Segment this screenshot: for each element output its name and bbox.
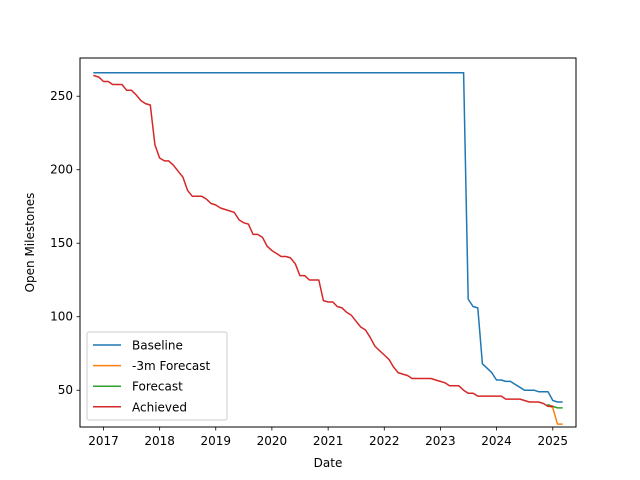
legend: Baseline -3m Forecast Forecast Achieved	[86, 331, 228, 421]
y-axis-label: Open Milestones	[23, 193, 37, 293]
legend-label-1: -3m Forecast	[132, 359, 211, 373]
series-line-0	[93, 71, 563, 403]
x-tick-label: 2025	[538, 434, 569, 448]
x-tick-label: 2020	[257, 434, 288, 448]
y-tick-label: 150	[50, 236, 73, 250]
legend-frame	[86, 331, 228, 421]
legend-label-2: Forecast	[132, 380, 183, 394]
x-tick-label: 2023	[425, 434, 456, 448]
x-tick-label: 2022	[369, 434, 400, 448]
y-tick-label: 200	[50, 163, 73, 177]
y-axis: 50 100 150 200 250	[50, 89, 80, 397]
x-tick-label: 2024	[481, 434, 512, 448]
y-tick-label: 250	[50, 89, 73, 103]
y-tick-label: 50	[58, 383, 73, 397]
y-tick-label: 100	[50, 310, 73, 324]
legend-label-3: Achieved	[132, 400, 187, 414]
x-tick-label: 2018	[144, 434, 175, 448]
x-axis-label: Date	[314, 456, 343, 470]
series-line-3	[93, 74, 554, 408]
x-tick-label: 2019	[200, 434, 231, 448]
x-axis: 2017 2018 2019 2020 2021 2022 2023 2024 2025	[88, 427, 568, 448]
series-layer	[93, 71, 563, 425]
x-tick-label: 2021	[313, 434, 344, 448]
legend-label-0: Baseline	[132, 339, 183, 353]
x-tick-label: 2017	[88, 434, 119, 448]
